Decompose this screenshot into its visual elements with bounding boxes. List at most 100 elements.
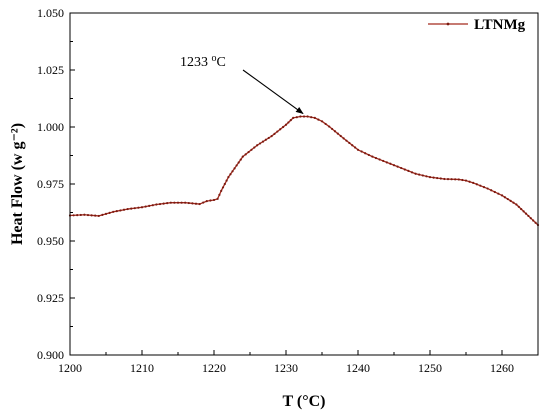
data-point xyxy=(299,115,302,118)
data-point xyxy=(360,150,363,153)
data-point xyxy=(256,144,259,147)
data-point xyxy=(490,189,493,192)
data-point xyxy=(104,212,108,215)
y-tick-label: 1.000 xyxy=(37,120,64,134)
annotation-label: 1233 oC xyxy=(180,53,226,70)
data-point xyxy=(270,135,273,138)
data-point xyxy=(450,178,453,181)
legend: LTNMg xyxy=(428,17,526,33)
data-point xyxy=(364,152,367,155)
data-point xyxy=(72,214,75,217)
data-point xyxy=(79,213,82,217)
data-point xyxy=(367,153,370,157)
data-point xyxy=(520,207,523,211)
data-point xyxy=(506,197,509,201)
data-point xyxy=(295,116,298,119)
data-point xyxy=(220,189,223,192)
data-point xyxy=(500,194,504,197)
data-point xyxy=(385,161,388,164)
x-tick-label: 1250 xyxy=(418,361,442,375)
data-point xyxy=(148,204,151,207)
data-point xyxy=(191,202,194,205)
data-point xyxy=(101,213,104,216)
data-point xyxy=(176,201,180,204)
data-point xyxy=(421,174,424,177)
data-point xyxy=(166,202,169,205)
data-point xyxy=(351,144,354,147)
data-point xyxy=(512,201,515,204)
data-point xyxy=(524,212,528,215)
data-point xyxy=(374,156,378,160)
data-point xyxy=(239,158,242,161)
y-tick-label: 0.950 xyxy=(37,234,64,248)
data-point xyxy=(209,199,212,202)
legend-marker-swatch xyxy=(446,22,450,26)
data-point xyxy=(155,203,158,206)
x-tick-label: 1230 xyxy=(274,361,298,375)
data-point xyxy=(229,173,232,176)
data-point xyxy=(517,205,520,208)
data-point xyxy=(212,198,216,202)
data-point xyxy=(282,125,285,129)
x-tick-label: 1240 xyxy=(346,361,370,375)
data-point xyxy=(497,192,500,195)
data-point xyxy=(468,180,471,183)
data-point xyxy=(532,219,535,222)
data-point xyxy=(194,202,198,205)
data-point xyxy=(324,122,327,126)
data-point xyxy=(493,190,496,194)
data-point xyxy=(410,171,414,174)
x-tick-label: 1260 xyxy=(490,361,514,375)
data-point xyxy=(233,167,236,170)
data-point xyxy=(231,170,234,173)
data-point xyxy=(279,128,282,131)
data-point xyxy=(382,159,385,163)
data-point xyxy=(328,125,331,128)
data-point xyxy=(273,132,276,135)
y-tick-label: 0.925 xyxy=(37,291,64,305)
data-point xyxy=(522,210,525,213)
data-point xyxy=(443,177,446,181)
data-point xyxy=(237,161,240,164)
data-point xyxy=(389,162,392,165)
data-point xyxy=(289,119,292,122)
data-point xyxy=(392,164,396,167)
data-point xyxy=(407,169,410,172)
data-point xyxy=(86,213,90,217)
data-point xyxy=(320,120,324,123)
data-point xyxy=(94,214,97,217)
data-point xyxy=(235,164,238,167)
data-point xyxy=(218,193,221,196)
data-point xyxy=(158,202,162,206)
data-point xyxy=(108,211,111,214)
data-point xyxy=(225,179,228,182)
data-point xyxy=(173,201,176,204)
data-point xyxy=(250,148,253,151)
data-point xyxy=(396,165,399,168)
data-point xyxy=(436,176,439,180)
data-point xyxy=(267,136,270,140)
data-point xyxy=(461,178,464,182)
data-point xyxy=(198,202,201,206)
data-point xyxy=(418,173,421,176)
data-point xyxy=(180,201,183,204)
data-point xyxy=(264,138,267,141)
annotation-layer: 1233 oC xyxy=(180,53,304,114)
data-point xyxy=(342,137,345,140)
data-point xyxy=(306,115,309,118)
data-point xyxy=(184,201,187,204)
data-point xyxy=(348,141,351,145)
data-point xyxy=(162,202,165,205)
data-point xyxy=(472,181,475,184)
data-point xyxy=(534,221,537,224)
data-point xyxy=(133,207,136,210)
data-point xyxy=(216,197,219,200)
data-point xyxy=(221,186,225,189)
data-point xyxy=(97,214,100,218)
data-point xyxy=(119,209,122,212)
data-point xyxy=(253,146,256,149)
x-axis-title: T (°C) xyxy=(283,393,326,410)
data-point xyxy=(529,217,532,220)
data-point xyxy=(276,130,279,133)
